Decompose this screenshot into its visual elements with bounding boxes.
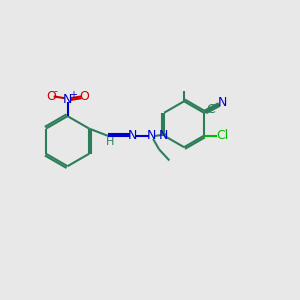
Text: C: C [207, 103, 215, 116]
Text: O: O [80, 90, 89, 103]
Text: N: N [63, 93, 72, 106]
Text: N: N [218, 96, 227, 109]
Text: N: N [159, 129, 168, 142]
Text: N: N [147, 129, 156, 142]
Text: -: - [54, 86, 58, 96]
Text: +: + [69, 90, 77, 100]
Text: H: H [106, 137, 114, 147]
Text: O: O [46, 90, 56, 103]
Text: Cl: Cl [216, 129, 228, 142]
Text: N: N [128, 129, 137, 142]
